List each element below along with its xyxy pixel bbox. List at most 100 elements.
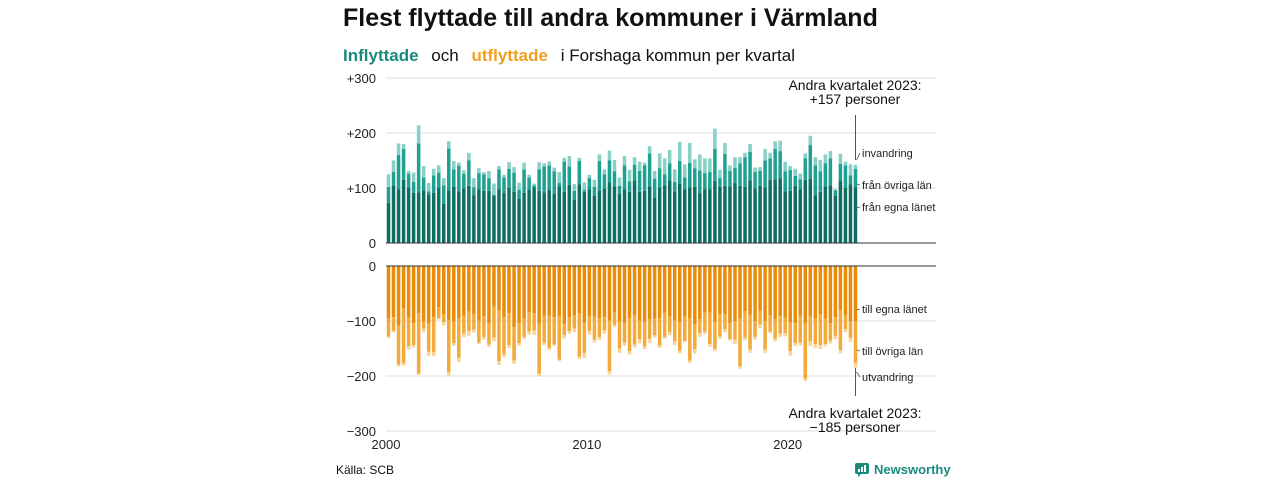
bar-out_emig (683, 340, 687, 342)
bar-out_other (667, 316, 672, 332)
bar-in_immig (587, 174, 592, 179)
bar-out_other (808, 316, 813, 342)
bar-out_emig (733, 339, 737, 345)
bar-out_emig (713, 348, 717, 352)
bar-out_own (833, 266, 838, 318)
bar-in_own (492, 195, 496, 243)
bar-out_own (838, 266, 843, 310)
bar-out_own (532, 266, 536, 314)
annotations: Andra kvartalet 2023: +157 personer Andr… (788, 77, 921, 435)
bar-out_emig (587, 330, 592, 335)
bar-out_own (753, 266, 757, 321)
bar-in_immig (547, 161, 551, 166)
bar-out_other (507, 313, 511, 346)
bar-in_immig (582, 182, 587, 190)
bar-in_own (627, 191, 632, 243)
bar-in_other (833, 190, 838, 196)
bar-in_immig (612, 159, 617, 172)
bar-out_other (517, 323, 521, 343)
bar-out_other (748, 314, 752, 350)
bar-out_emig (662, 336, 667, 339)
bar-in_own (788, 190, 792, 243)
series-labels: invandring från övriga län från egna länet… (856, 148, 935, 384)
bar-out_emig (497, 361, 501, 365)
bar-out_other (708, 312, 712, 345)
bar-out_emig (406, 346, 411, 350)
bar-out_own (828, 266, 833, 324)
bar-in_other (431, 175, 436, 193)
bar-in_immig (632, 157, 637, 165)
bar-in_immig (431, 168, 436, 176)
bar-in_immig (436, 165, 441, 173)
bar-in_other (572, 190, 577, 200)
bar-out_own (386, 266, 391, 319)
bar-out_other (683, 315, 687, 341)
bar-out_own (587, 266, 592, 316)
bar-out_own (733, 266, 737, 321)
bar-in_other (693, 168, 697, 187)
bar-out_own (562, 266, 567, 325)
chart-title: Flest flyttade till andra kommuner i Vär… (343, 4, 878, 32)
bar-in_other (632, 164, 637, 181)
bar-out_emig (743, 337, 747, 341)
bar-out_other (657, 318, 662, 346)
bar-out_other (502, 317, 506, 354)
bar-out_own (447, 266, 451, 320)
bar-out_emig (426, 351, 431, 357)
bar-out_other (452, 321, 456, 343)
bar-in_own (477, 189, 481, 243)
bar-out_own (803, 266, 808, 324)
bar-in_own (708, 189, 712, 243)
bar-out_emig (572, 328, 577, 332)
bar-out_own (783, 266, 787, 318)
bar-out_emig (386, 336, 391, 339)
bar-out_emig (557, 359, 561, 362)
bar-in_other (768, 158, 772, 180)
bar-out_emig (441, 322, 446, 326)
bar-in_other (492, 194, 496, 196)
bar-in_own (542, 192, 546, 243)
bar-in_own (617, 194, 622, 243)
bar-in_immig (718, 169, 722, 179)
brand-name: Newsworthy (874, 462, 951, 477)
bar-out_emig (693, 349, 697, 354)
bar-out_other (562, 324, 567, 336)
bar-in_immig (652, 170, 657, 179)
bar-out_emig (773, 338, 777, 342)
bar-out_emig (677, 350, 682, 354)
bar-out_other (512, 327, 516, 361)
bar-in_own (607, 182, 612, 243)
bar-out_other (698, 319, 702, 334)
bar-out_emig (838, 350, 843, 354)
bar-in_own (502, 192, 506, 243)
bar-out_emig (517, 343, 521, 346)
bar-in_immig (753, 167, 757, 173)
bar-out_other (497, 310, 501, 362)
bar-in_own (577, 184, 582, 243)
bar-in_immig (778, 140, 782, 152)
bar-out_emig (577, 356, 582, 359)
bar-out_other (582, 322, 587, 353)
bar-in_immig (416, 125, 421, 144)
bar-in_immig (723, 142, 727, 154)
bar-in_immig (552, 167, 556, 172)
bar-out_emig (492, 337, 496, 342)
bar-in_other (798, 179, 803, 190)
bar-out_other (783, 317, 787, 334)
bar-out_other (602, 317, 607, 331)
bar-out_own (477, 266, 481, 321)
bar-out_other (853, 321, 858, 363)
bar-out_other (477, 320, 481, 343)
bar-out_other (487, 323, 491, 345)
bar-out_own (577, 266, 582, 314)
bar-out_other (401, 308, 406, 364)
bar-in_own (622, 189, 627, 243)
bar-in_own (768, 179, 772, 243)
bar-out_emig (853, 362, 858, 368)
bar-out_other (462, 315, 466, 334)
bar-out_other (828, 323, 833, 341)
bar-in_own (798, 189, 803, 243)
bar-out_emig (617, 348, 622, 353)
bar-out_emig (447, 372, 451, 376)
bar-in_own (662, 185, 667, 243)
